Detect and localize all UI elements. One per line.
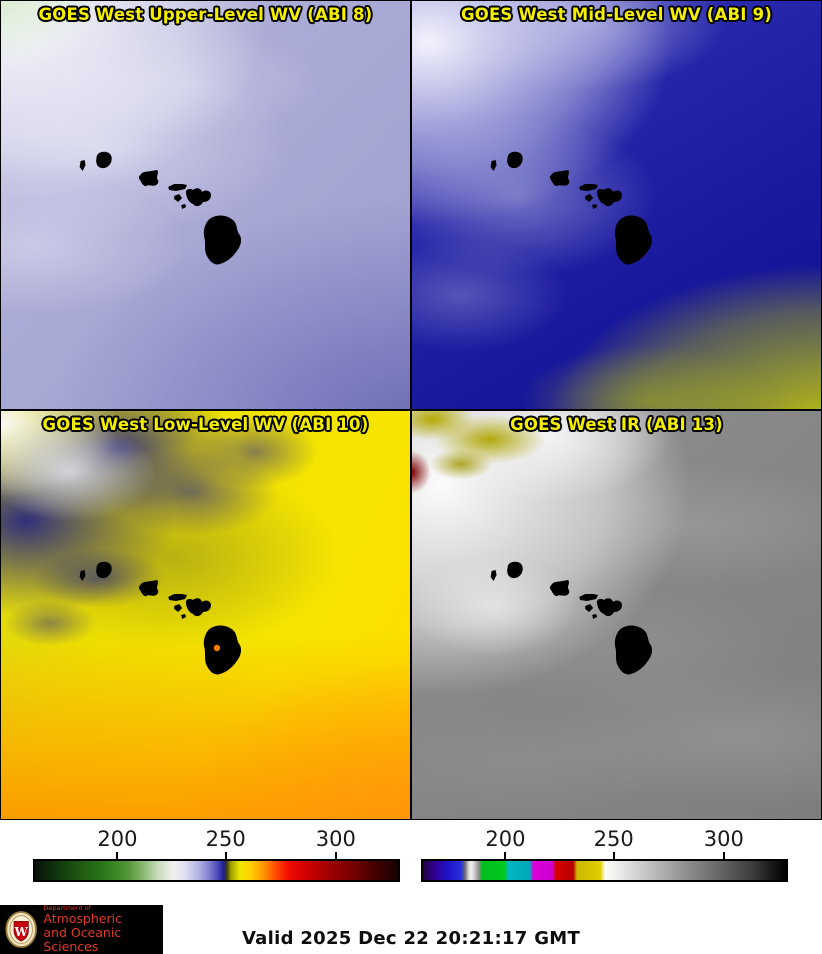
hotspot-marker bbox=[213, 644, 221, 652]
colorbar-row: 200 250 300 200 250 300 bbox=[0, 820, 822, 902]
wv-colorbar: 200 250 300 bbox=[33, 820, 400, 902]
panel-mid-level-wv: GOES West Mid-Level WV (ABI 9) bbox=[411, 0, 822, 410]
ir-colorbar: 200 250 300 bbox=[421, 820, 788, 902]
panel-title-upper-level-wv: GOES West Upper-Level WV (ABI 8) bbox=[38, 5, 373, 24]
logo-line2: and Oceanic Sciences bbox=[43, 925, 122, 954]
ir-colorbar-tickmarks bbox=[421, 851, 788, 859]
ir-colorbar-gradient bbox=[421, 859, 788, 882]
ir-tick-label-250: 250 bbox=[593, 827, 634, 851]
ir-colorbar-labels: 200 250 300 bbox=[421, 820, 788, 851]
hawaii-coastline-overlay bbox=[79, 151, 242, 265]
valid-time-label: Valid 2025 Dec 22 20:21:17 GMT bbox=[241, 928, 581, 949]
panel-low-level-wv: GOES West Low-Level WV (ABI 10) bbox=[0, 410, 411, 820]
wv-colorbar-gradient bbox=[33, 859, 400, 882]
wv-tick-label-200: 200 bbox=[97, 827, 138, 851]
wv-tick-label-250: 250 bbox=[205, 827, 246, 851]
logo-line1: Atmospheric bbox=[43, 911, 122, 927]
panel-ir: GOES West IR (ABI 13) bbox=[411, 410, 822, 820]
hawaii-coastline-overlay bbox=[79, 561, 242, 675]
wv-colorbar-labels: 200 250 300 bbox=[33, 820, 400, 851]
uw-aos-logo: W Department of Atmospheric and Oceanic … bbox=[0, 905, 163, 954]
logo-text: Department of Atmospheric and Oceanic Sc… bbox=[43, 904, 163, 954]
ir-tick-label-300: 300 bbox=[703, 827, 744, 851]
panel-title-ir: GOES West IR (ABI 13) bbox=[510, 415, 723, 434]
logo-dept-line: Department of bbox=[43, 904, 92, 913]
ir-tick-label-200: 200 bbox=[485, 827, 526, 851]
wv-tick-label-300: 300 bbox=[315, 827, 356, 851]
crest-monogram: W bbox=[14, 925, 29, 939]
hawaii-coastline-overlay bbox=[490, 561, 653, 675]
wv-colorbar-tickmarks bbox=[33, 851, 400, 859]
panel-upper-level-wv: GOES West Upper-Level WV (ABI 8) bbox=[0, 0, 411, 410]
hawaii-coastline-overlay bbox=[490, 151, 653, 265]
panel-title-low-level-wv: GOES West Low-Level WV (ABI 10) bbox=[42, 415, 369, 434]
uw-crest-icon: W bbox=[5, 911, 37, 948]
panel-grid: GOES West Upper-Level WV (ABI 8) GOES We… bbox=[0, 0, 822, 820]
panel-title-mid-level-wv: GOES West Mid-Level WV (ABI 9) bbox=[460, 5, 773, 24]
